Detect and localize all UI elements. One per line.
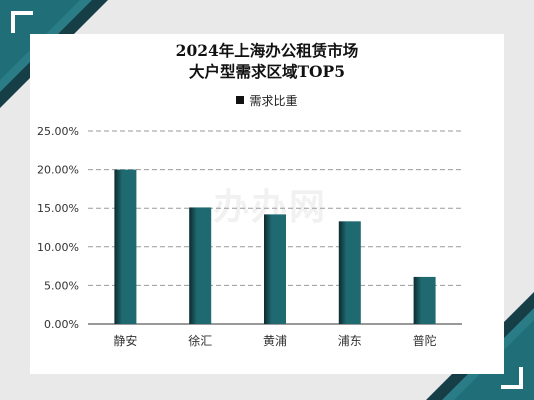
y-tick-label: 10.00% — [37, 241, 79, 254]
x-tick-label: 静安 — [113, 333, 137, 348]
legend-label: 需求比重 — [249, 94, 298, 108]
chart-title-line-2: 大户型需求区域TOP5 — [189, 62, 345, 81]
chart-legend: 需求比重 — [0, 93, 534, 109]
x-tick-label: 徐汇 — [188, 333, 212, 348]
x-tick-label: 黄浦 — [263, 334, 287, 348]
y-tick-label: 20.00% — [37, 164, 79, 177]
bar — [413, 276, 436, 324]
bar — [264, 214, 286, 324]
y-tick-label: 5.00% — [44, 279, 79, 292]
bar — [189, 207, 212, 324]
corner-bracket-top-left — [11, 11, 33, 33]
y-tick-label: 15.00% — [37, 202, 79, 215]
x-tick-label: 浦东 — [338, 334, 362, 348]
x-tick-label: 普陀 — [413, 333, 437, 348]
bar — [338, 221, 361, 324]
y-tick-label: 0.00% — [44, 318, 79, 331]
bar — [114, 169, 137, 324]
y-tick-label: 25.00% — [37, 125, 79, 138]
legend-swatch — [236, 96, 245, 104]
corner-bracket-bottom-right — [501, 367, 523, 389]
chart-title-line-1: 2024年上海办公租赁市场 — [175, 41, 359, 60]
